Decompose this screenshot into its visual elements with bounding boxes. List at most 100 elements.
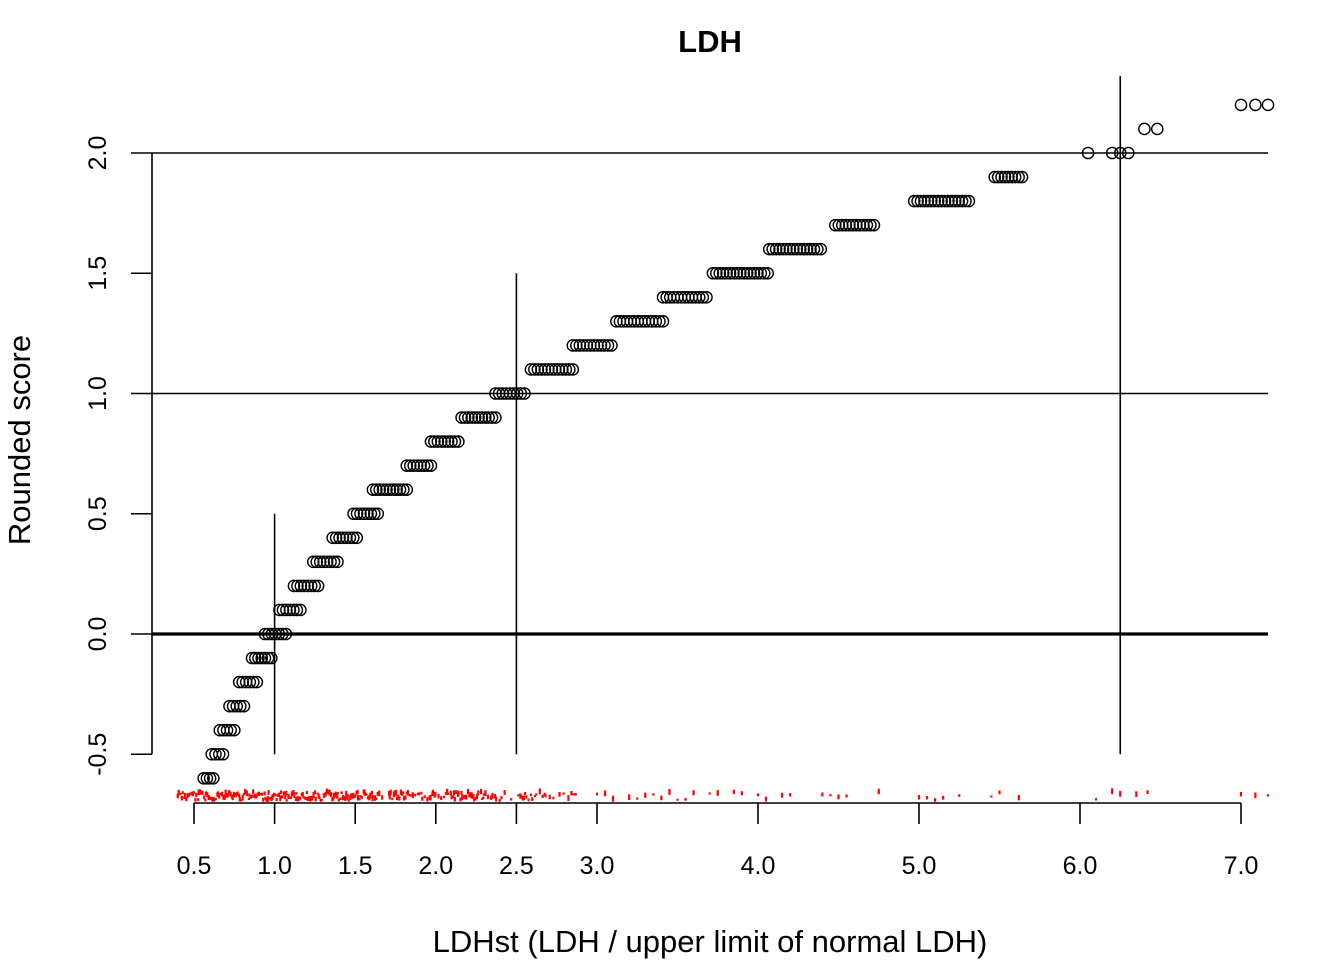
y-tick-label-4: 1.5	[84, 256, 112, 291]
data-point-88	[400, 459, 414, 472]
data-point-32	[262, 627, 275, 641]
y-tick-label-2: 0.5	[84, 496, 112, 531]
data-point-122	[510, 387, 524, 400]
data-point-36	[276, 627, 289, 641]
data-point-131	[545, 363, 559, 376]
data-point-207	[807, 242, 821, 256]
data-point-188	[744, 266, 757, 280]
data-point-203	[793, 242, 807, 256]
y-tick-label-0: -0.5	[84, 733, 112, 776]
data-point-135	[559, 363, 573, 376]
data-point-98	[431, 435, 445, 448]
data-point-196	[769, 242, 783, 256]
data-point-182	[723, 266, 737, 280]
data-point-48	[298, 579, 311, 593]
data-point-202	[790, 242, 804, 256]
data-point-39	[276, 603, 290, 617]
data-point-128	[535, 363, 548, 376]
data-point-115	[489, 411, 502, 424]
data-point-86	[397, 483, 410, 497]
data-point-242	[998, 170, 1012, 184]
data-point-183	[727, 266, 740, 280]
data-point-68	[350, 531, 364, 545]
data-point-191	[754, 266, 768, 280]
data-point-71	[354, 507, 367, 521]
data-point-208	[811, 242, 824, 256]
data-point-227	[924, 194, 938, 208]
x-tick-label-5: 3.0	[580, 852, 615, 880]
data-points	[197, 98, 1275, 785]
data-point-85	[393, 483, 407, 497]
data-point-59	[327, 555, 341, 569]
data-point-137	[566, 363, 580, 376]
data-point-75	[368, 507, 381, 521]
data-point-56	[317, 555, 330, 569]
x-tick-label-7: 5.0	[902, 852, 937, 880]
data-point-225	[918, 194, 931, 208]
data-point-77	[366, 483, 380, 497]
data-point-101	[441, 435, 455, 448]
data-point-64	[336, 531, 350, 545]
data-point-132	[549, 363, 562, 376]
data-point-232	[942, 194, 955, 208]
data-point-243	[1002, 170, 1015, 184]
data-point-102	[445, 435, 458, 448]
data-point-252	[1138, 122, 1151, 136]
data-point-204	[797, 242, 810, 256]
data-point-58	[324, 555, 337, 569]
data-point-200	[783, 242, 797, 256]
data-point-251	[1122, 146, 1135, 160]
data-point-129	[538, 363, 552, 376]
data-point-190	[751, 266, 764, 280]
data-point-63	[333, 531, 346, 545]
data-point-33	[265, 627, 279, 641]
data-point-192	[757, 266, 771, 280]
data-point-205	[800, 242, 814, 256]
x-tick-label-1: 1.0	[257, 852, 292, 880]
data-point-222	[907, 194, 921, 208]
data-point-10	[220, 723, 234, 737]
data-point-189	[747, 266, 761, 280]
data-point-43	[290, 603, 304, 617]
data-point-219	[860, 218, 874, 232]
data-point-127	[531, 363, 545, 376]
data-point-49	[301, 579, 315, 593]
x-axis-label: LDHst (LDH / upper limit of normal LDH)	[433, 924, 988, 959]
data-point-61	[326, 531, 339, 545]
data-point-244	[1005, 170, 1019, 184]
data-point-223	[911, 194, 924, 208]
data-point-256	[1261, 98, 1275, 112]
data-point-104	[452, 435, 465, 448]
data-point-12	[227, 723, 241, 737]
data-point-91	[410, 459, 424, 472]
data-point-105	[455, 411, 468, 424]
data-point-99	[434, 435, 448, 448]
data-point-97	[428, 435, 441, 448]
rug-marks	[176, 788, 1270, 802]
data-point-47	[294, 579, 308, 593]
data-point-245	[1008, 170, 1022, 184]
data-point-100	[438, 435, 451, 448]
data-point-69	[347, 507, 360, 521]
data-point-181	[720, 266, 733, 280]
data-point-198	[776, 242, 790, 256]
data-point-126	[528, 363, 541, 376]
data-point-161	[649, 315, 663, 328]
x-tick-label-8: 6.0	[1063, 852, 1098, 880]
data-point-246	[1012, 170, 1025, 184]
x-tick-label-9: 7.0	[1224, 852, 1259, 880]
data-point-65	[340, 531, 353, 545]
data-point-37	[279, 627, 293, 641]
data-point-67	[347, 531, 360, 545]
data-point-95	[424, 459, 438, 472]
data-point-81	[380, 483, 393, 497]
data-point-55	[313, 555, 327, 569]
data-point-54	[310, 555, 324, 569]
data-point-240	[991, 170, 1005, 184]
data-point-35	[272, 627, 286, 641]
data-point-6	[212, 747, 226, 761]
data-point-62	[329, 531, 343, 545]
data-point-109	[468, 411, 482, 424]
data-point-229	[931, 194, 945, 208]
data-point-41	[283, 603, 297, 617]
